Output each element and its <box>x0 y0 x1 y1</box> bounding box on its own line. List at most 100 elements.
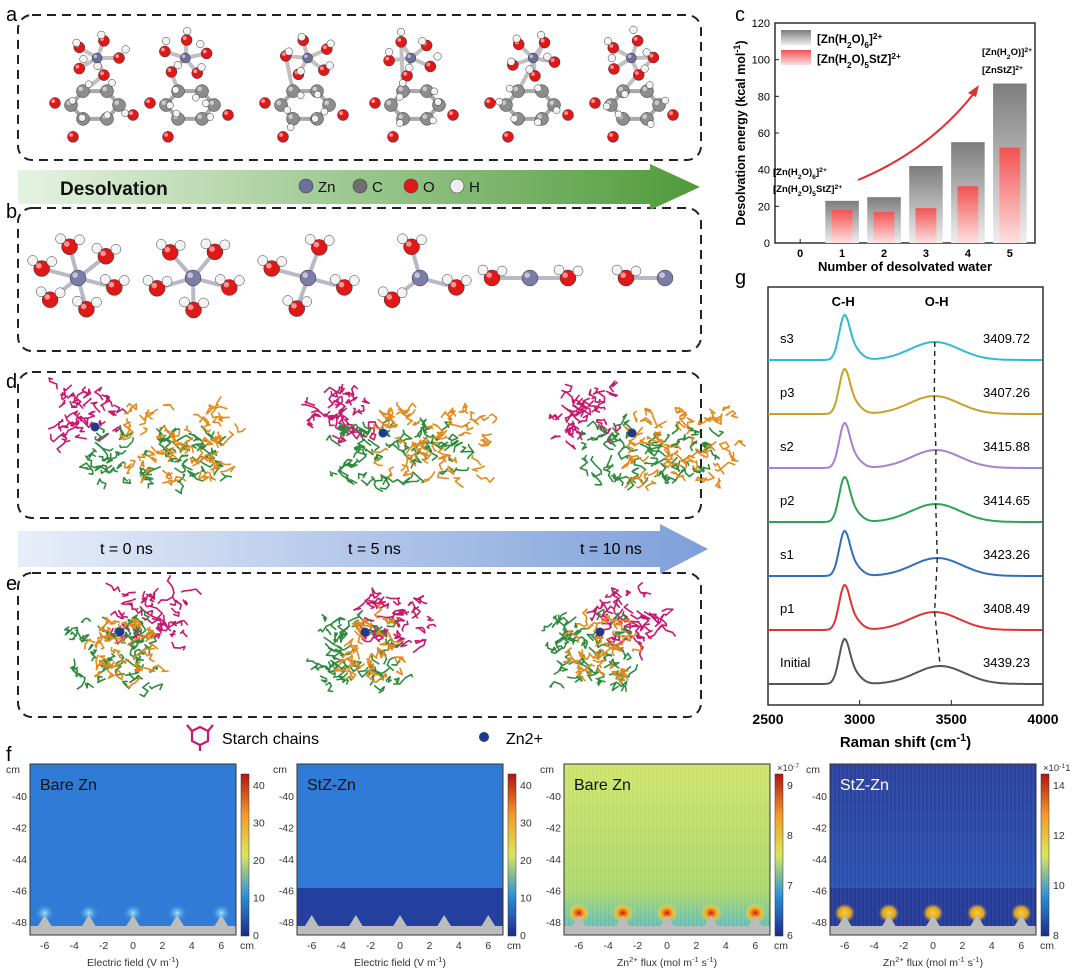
hydrogen-atom <box>69 97 76 104</box>
oxygen-atom-shine <box>634 37 638 41</box>
hydrogen-atom <box>98 31 106 39</box>
chart-c-xtick-label: 0 <box>797 248 803 260</box>
oxygen-atom-shine <box>183 36 187 40</box>
heatmap-1-cbar-tick-1: 10 <box>253 893 265 905</box>
hydrogen-atom-shine <box>217 276 221 280</box>
hydrogen-atom <box>119 275 129 285</box>
oxygen-atom-shine <box>146 99 150 103</box>
hydrogen-atom-shine <box>387 49 390 52</box>
hydrogen-atom <box>631 266 641 276</box>
hydrogen-atom <box>91 297 101 307</box>
hydrogen-atom-shine <box>29 257 32 261</box>
chart-g-peak-value-s2: 3415.88 <box>983 439 1030 454</box>
carbon-atom-shine <box>209 100 214 105</box>
zinc-atom-shine <box>524 272 530 278</box>
hydrogen-atom-shine <box>57 235 61 239</box>
hydrogen-atom-shine <box>444 276 448 280</box>
hydrogen-atom-shine <box>400 81 402 83</box>
hydrogen-atom-shine <box>622 92 624 94</box>
time-label-10: t = 10 ns <box>580 541 642 558</box>
carbon-atom-shine <box>288 87 293 92</box>
heatmap-2-cbar-tick-1: 10 <box>520 893 532 905</box>
hydrogen-atom-shine <box>327 63 330 66</box>
hydrogen-atom <box>537 31 545 39</box>
chart-g-peak-value-s3: 3409.72 <box>983 331 1030 346</box>
hydrogen-atom-shine <box>105 113 107 115</box>
chart-g-series-name-p1: p1 <box>780 601 794 616</box>
oxygen-atom-shine <box>51 99 55 103</box>
chart-g-peak-value-s1: 3423.26 <box>983 547 1030 562</box>
hydrogen-atom-shine <box>80 115 82 117</box>
heatmap-3-xtick-6: 6 <box>752 940 758 952</box>
oxygen-atom-shine <box>371 99 375 103</box>
chart-g-xtick-label: 2500 <box>752 711 783 727</box>
hydrogen-atom <box>109 79 116 86</box>
hydrogen-atom-shine <box>397 94 399 96</box>
hydrogen-atom-shine <box>185 28 188 31</box>
hydrogen-atom-shine <box>605 39 608 42</box>
carbon-atom <box>512 85 525 98</box>
heatmap-3-cbar-exponent: ×10-7 <box>777 763 799 775</box>
hydrogen-atom <box>321 108 328 115</box>
atom-legend-dot-o <box>404 179 418 193</box>
hydrogen-atom-shine <box>328 41 331 44</box>
hydrogen-atom-shine <box>203 101 205 103</box>
hydrogen-atom <box>398 234 408 244</box>
oxygen-atom-shine <box>45 294 51 300</box>
oxygen-atom-shine <box>387 294 393 300</box>
e-starch-orange-2-path <box>334 604 405 683</box>
hydrogen-atom <box>434 53 442 61</box>
oxygen-atom <box>145 98 156 109</box>
heatmap-4-ytick-1: -42 <box>812 823 827 835</box>
oxygen-atom-shine <box>314 242 320 248</box>
molecule-a-1 <box>50 31 139 142</box>
heatmap-1-xtick-0: -6 <box>40 940 49 952</box>
zinc-atom <box>180 53 190 63</box>
oxygen-atom <box>388 131 399 142</box>
heatmap-2-xtick-1: -4 <box>336 940 345 952</box>
oxygen-atom <box>608 131 619 142</box>
hydrogen-atom-shine <box>545 54 548 57</box>
heatmap-4-xtick-2: -2 <box>899 940 908 952</box>
atom-legend-dot-c <box>353 179 367 193</box>
hydrogen-atom <box>507 58 515 66</box>
heatmap-4-colorbar <box>1041 774 1049 936</box>
hydrogen-atom <box>399 79 406 86</box>
hydrogen-atom-shine <box>313 116 315 118</box>
carbon-atom-shine <box>513 87 518 92</box>
hydrogen-atom-shine <box>604 104 606 106</box>
time-arrow: t = 0 ns t = 5 ns t = 10 ns <box>18 524 708 574</box>
heatmap-2: StZ-Zn cm -40 -42 -44 -46 -48 -6 -4 -2 0 2 4 6 cm Elect… <box>273 764 532 969</box>
zinc-atom-shine <box>414 272 420 278</box>
hydrogen-atom-shine <box>112 246 116 250</box>
molecule-b-1 <box>28 234 130 317</box>
heatmap-4-xlabel: Zn2+ flux (mol m-1 s-1) <box>883 955 983 970</box>
hydrogen-atom <box>646 82 653 89</box>
carbon-atom-shine <box>276 100 281 105</box>
hydrogen-atom <box>180 297 190 307</box>
chart-g-series-name-s1: s1 <box>780 547 794 562</box>
desolvation-label: Desolvation <box>60 179 168 200</box>
heatmap-2-cbar-tick-2: 20 <box>520 855 532 867</box>
hydrogen-atom <box>435 98 442 105</box>
chart-c-legend-swatch-gray <box>781 30 811 45</box>
panel-label-c: c <box>735 4 745 26</box>
hydrogen-atom <box>429 117 436 124</box>
hydrogen-atom-shine <box>198 41 201 44</box>
zinc-atom-shine <box>407 55 411 59</box>
hydrogen-atom-shine <box>575 268 579 272</box>
chart-g-xtick-label: 4000 <box>1027 711 1058 727</box>
hydrogen-atom-shine <box>164 278 168 282</box>
hydrogen-atom-shine <box>177 242 181 246</box>
hydrogen-atom-shine <box>480 267 484 271</box>
oxygen-atom <box>278 131 289 142</box>
chart-c-annot-right1: [Zn(H2O)]2+ <box>982 47 1032 61</box>
heatmap-1-ytick-4: -48 <box>12 917 27 929</box>
molecule-b-4 <box>378 234 471 308</box>
d-starch-green-2 <box>326 418 473 491</box>
heatmap-1-title: Bare Zn <box>40 777 97 794</box>
heatmap-3-ytick-3: -46 <box>546 886 561 898</box>
zinc-atom <box>303 53 313 63</box>
hydrogen-atom <box>553 107 560 114</box>
oxygen-atom-shine <box>389 133 393 137</box>
